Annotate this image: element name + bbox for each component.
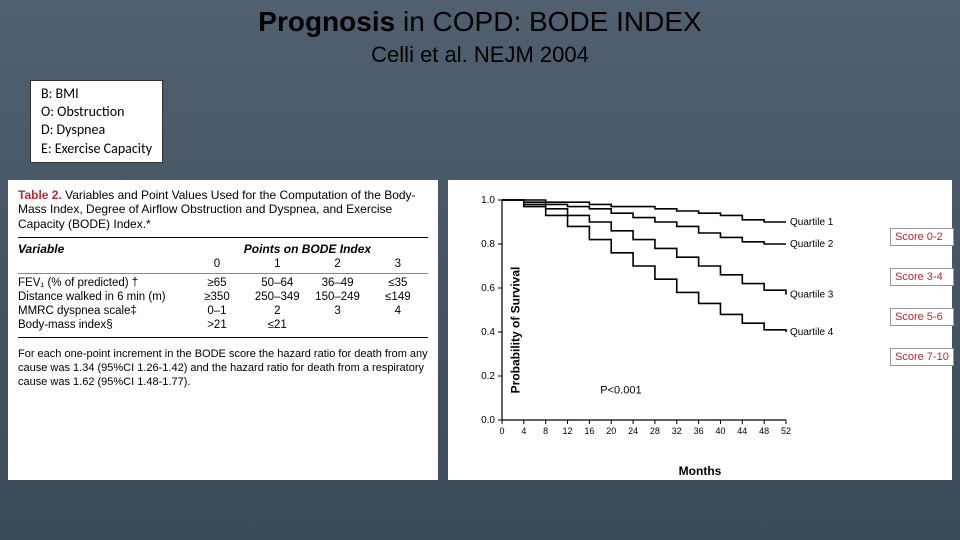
svg-text:Quartile 3: Quartile 3	[790, 290, 834, 301]
value-cell: 36–49	[307, 277, 367, 289]
variable-cell: Distance walked in 6 min (m)	[18, 291, 187, 303]
legend-line: B: BMI	[41, 85, 152, 103]
col-header-points: Points on BODE Index	[187, 242, 428, 256]
point-headers-row: 0123	[18, 258, 428, 270]
variable-cell: MMRC dyspnea scale‡	[18, 305, 187, 317]
svg-text:0.4: 0.4	[481, 327, 495, 338]
point-header: 0	[187, 258, 247, 270]
table-row: MMRC dyspnea scale‡0–1234	[18, 305, 428, 317]
svg-text:40: 40	[715, 426, 725, 436]
legend-line: E: Exercise Capacity	[41, 140, 152, 158]
svg-text:8: 8	[543, 426, 548, 436]
col-header-variable: Variable	[18, 242, 187, 256]
svg-text:4: 4	[521, 426, 526, 436]
value-cell: 50–64	[247, 277, 307, 289]
svg-text:0.0: 0.0	[481, 415, 495, 426]
table-row: Body-mass index§>21≤21	[18, 319, 428, 331]
svg-text:28: 28	[650, 426, 660, 436]
value-cell: ≤21	[247, 319, 307, 331]
svg-text:44: 44	[737, 426, 747, 436]
svg-text:0.2: 0.2	[481, 371, 495, 382]
svg-text:20: 20	[606, 426, 616, 436]
value-cell: 4	[368, 305, 428, 317]
svg-text:24: 24	[628, 426, 638, 436]
value-cell: 3	[307, 305, 367, 317]
svg-text:Quartile 2: Quartile 2	[790, 239, 834, 250]
table-caption: Table 2. Variables and Point Values Used…	[18, 188, 428, 231]
bode-acronym-box: B: BMIO: ObstructionD: DyspneaE: Exercis…	[30, 80, 163, 163]
value-cell: 0–1	[187, 305, 247, 317]
svg-text:P<0.001: P<0.001	[600, 385, 641, 397]
svg-text:1.0: 1.0	[481, 195, 495, 206]
value-cell: 250–349	[247, 291, 307, 303]
value-cell	[368, 319, 428, 331]
table-row: FEV₁ (% of predicted) †≥6550–6436–49≤35	[18, 277, 428, 289]
svg-text:0: 0	[499, 426, 504, 436]
score-label: Score 7-10	[890, 348, 954, 366]
point-header: 2	[307, 258, 367, 270]
legend-line: O: Obstruction	[41, 103, 152, 121]
value-cell	[307, 319, 367, 331]
svg-text:48: 48	[759, 426, 769, 436]
svg-text:Quartile 1: Quartile 1	[790, 217, 834, 228]
table-footnote: For each one-point increment in the BODE…	[18, 348, 428, 389]
slide-subtitle: Celli et al. NEJM 2004	[0, 42, 960, 68]
score-legend: Score 0-2 Score 3-4 Score 5-6 Score 7-10	[890, 228, 954, 366]
score-label: Score 5-6	[890, 308, 954, 326]
x-axis-label: Months	[679, 464, 722, 478]
bode-table-panel: Table 2. Variables and Point Values Used…	[8, 180, 438, 480]
point-header: 3	[368, 258, 428, 270]
svg-text:52: 52	[781, 426, 791, 436]
survival-chart: Probability of Survival 0.0 0.2 0.4 0.6 0.8 1…	[448, 180, 952, 480]
value-cell: 2	[247, 305, 307, 317]
y-axis-label: Probability of Survival	[508, 267, 522, 394]
variable-cell: FEV₁ (% of predicted) †	[18, 277, 187, 289]
svg-text:32: 32	[672, 426, 682, 436]
value-cell: ≤35	[368, 277, 428, 289]
value-cell: ≥65	[187, 277, 247, 289]
table-row: Distance walked in 6 min (m)≥350250–3491…	[18, 291, 428, 303]
legend-line: D: Dyspnea	[41, 121, 152, 139]
svg-text:12: 12	[563, 426, 573, 436]
slide-title: Prognosis in COPD: BODE INDEX	[0, 6, 960, 38]
value-cell: ≤149	[368, 291, 428, 303]
svg-text:0.8: 0.8	[481, 239, 495, 250]
variable-cell: Body-mass index§	[18, 319, 187, 331]
svg-text:Quartile 4: Quartile 4	[790, 327, 834, 338]
svg-text:36: 36	[694, 426, 704, 436]
svg-text:16: 16	[584, 426, 594, 436]
value-cell: 150–249	[307, 291, 367, 303]
score-label: Score 3-4	[890, 268, 954, 286]
point-header: 1	[247, 258, 307, 270]
svg-text:0.6: 0.6	[481, 283, 495, 294]
value-cell: ≥350	[187, 291, 247, 303]
value-cell: >21	[187, 319, 247, 331]
score-label: Score 0-2	[890, 228, 954, 246]
